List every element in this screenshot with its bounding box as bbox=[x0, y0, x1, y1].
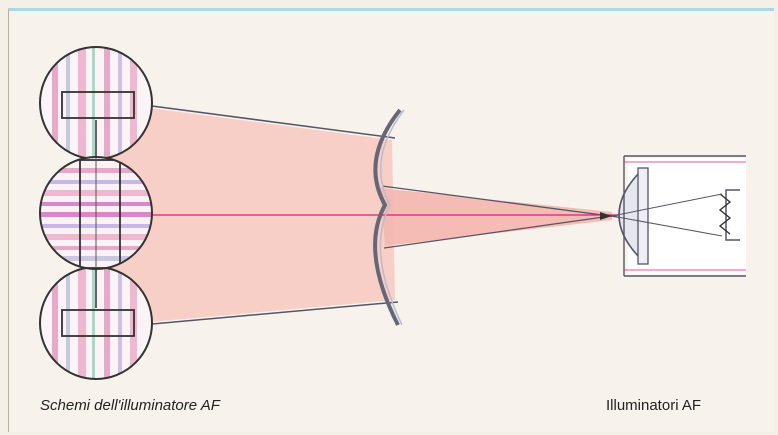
beam-edge-top bbox=[151, 105, 396, 139]
pattern-circle-middle bbox=[40, 157, 152, 269]
beam-converging bbox=[380, 188, 612, 246]
projection-lens bbox=[373, 108, 402, 326]
pattern-circle-bottom bbox=[40, 267, 152, 379]
condenser-lens bbox=[618, 170, 641, 260]
caption-af-illuminators: Illuminatori AF bbox=[606, 397, 702, 414]
beam-edge-bottom bbox=[151, 301, 399, 325]
circle-middle-outline bbox=[39, 156, 153, 270]
af-illuminator-unit bbox=[600, 155, 746, 277]
lamp-filament bbox=[718, 193, 732, 235]
caption-illuminator-schemes: Schemi dell'illuminatore AF bbox=[40, 397, 220, 414]
pattern-circle-top bbox=[40, 47, 152, 159]
converge-edge-bottom bbox=[383, 213, 626, 249]
converge-edge-top bbox=[381, 185, 626, 219]
